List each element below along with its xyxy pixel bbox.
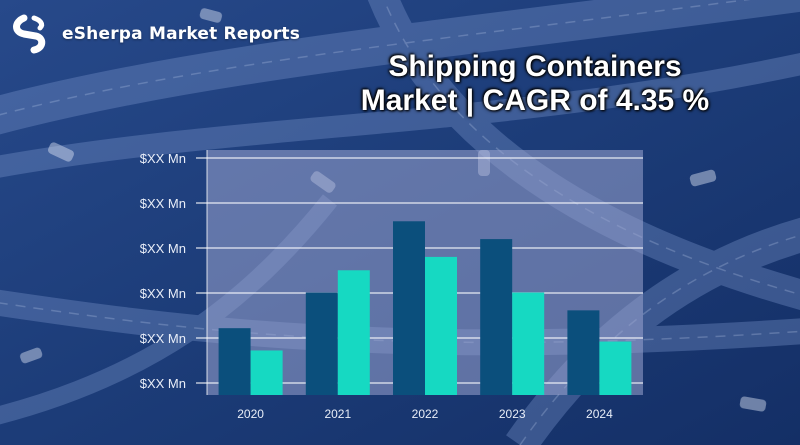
chart-title-line-2: Market | CAGR of 4.35 % (360, 84, 710, 117)
x-tick-label: 2020 (237, 407, 264, 421)
y-tick-label: $XX Mn (140, 196, 186, 211)
y-tick-label: $XX Mn (140, 286, 186, 301)
bar-series-1-2022 (393, 221, 425, 395)
x-tick-label: 2021 (324, 407, 351, 421)
esherpa-logo-icon (13, 14, 46, 54)
y-tick-label: $XX Mn (140, 376, 186, 391)
bars (218, 221, 632, 395)
bar-series-1-2021 (305, 292, 338, 395)
bar-series-2-2023 (512, 292, 545, 395)
chart-title: Shipping Containers Market | CAGR of 4.3… (300, 50, 770, 118)
x-tick-label: 2024 (586, 407, 613, 421)
brand-logo: eSherpa Market Reports (10, 12, 300, 56)
y-axis-tick-labels: $XX Mn $XX Mn $XX Mn $XX Mn $XX Mn $XX Mn (140, 151, 186, 391)
x-tick-label: 2023 (499, 407, 526, 421)
bar-series-2-2024 (599, 341, 632, 395)
y-tick-label: $XX Mn (140, 151, 186, 166)
bar-series-2-2020 (250, 350, 283, 395)
y-tick-label: $XX Mn (140, 331, 186, 346)
x-axis-tick-labels: 2020 2021 2022 2023 2024 (237, 407, 613, 421)
bar-series-1-2020 (218, 328, 251, 395)
bar-series-2-2021 (337, 270, 370, 395)
brand-name: eSherpa Market Reports (62, 24, 301, 44)
x-tick-label: 2022 (412, 407, 439, 421)
bar-series-1-2023 (480, 239, 513, 395)
y-tick-label: $XX Mn (140, 241, 186, 256)
bar-series-2-2022 (425, 256, 457, 395)
bar-series-1-2024 (567, 310, 600, 395)
chart-title-line-1: Shipping Containers (388, 50, 682, 83)
